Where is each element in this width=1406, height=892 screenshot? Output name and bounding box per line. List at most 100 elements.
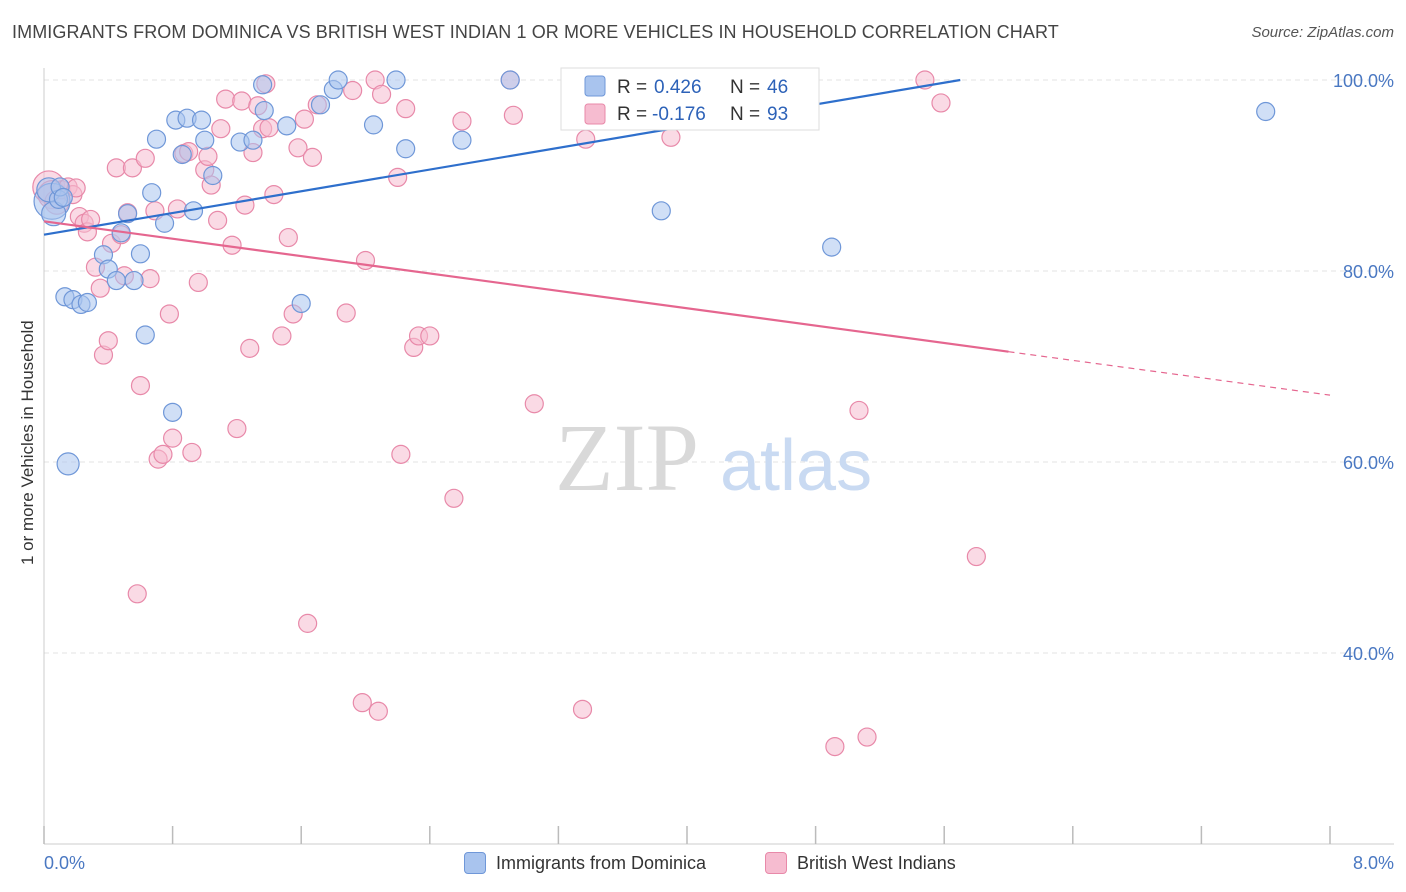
- point-british-west-indians: [294, 109, 315, 129]
- point-british-west-indians: [278, 227, 298, 248]
- point-british-west-indians: [298, 613, 318, 633]
- point-british-west-indians: [388, 167, 408, 188]
- point-british-west-indians: [288, 138, 308, 158]
- point-dominica: [154, 213, 175, 233]
- trend-line-solid-1: [43, 220, 1009, 353]
- point-dominica: [77, 292, 98, 313]
- point-british-west-indians: [931, 93, 951, 113]
- point-british-west-indians: [98, 331, 118, 351]
- point-british-west-indians: [135, 148, 155, 168]
- axes: [43, 68, 1394, 845]
- point-dominica: [135, 325, 155, 345]
- point-dominica: [53, 187, 73, 208]
- point-dominica: [203, 165, 223, 186]
- point-british-west-indians: [524, 394, 544, 414]
- point-british-west-indians: [208, 210, 228, 230]
- point-british-west-indians: [90, 278, 110, 298]
- point-british-west-indians: [371, 84, 392, 104]
- point-british-west-indians: [572, 699, 593, 719]
- point-dominica: [172, 144, 192, 165]
- point-british-west-indians: [198, 146, 218, 166]
- watermark-zip: ZIP: [555, 404, 699, 511]
- legend-swatch-british-west-indians: [765, 852, 787, 874]
- point-british-west-indians: [227, 418, 247, 439]
- legend-n-label-pink: N =: [730, 104, 760, 125]
- series-dominica-points: [33, 70, 1276, 476]
- legend-r-label-pink: R =: [617, 104, 647, 125]
- legend-n-value-pink: 93: [767, 104, 788, 125]
- point-british-west-indians: [240, 338, 260, 358]
- legend-r-label-blue: R =: [617, 77, 647, 98]
- point-dominica: [191, 110, 212, 130]
- point-british-west-indians: [420, 326, 440, 346]
- legend-n-value-blue: 46: [767, 77, 788, 98]
- point-british-west-indians: [849, 400, 869, 421]
- point-british-west-indians: [391, 444, 411, 464]
- point-dominica: [386, 70, 406, 90]
- point-british-west-indians: [576, 129, 596, 149]
- watermark-atlas: atlas: [720, 426, 872, 506]
- point-dominica: [500, 70, 520, 90]
- point-dominica: [396, 139, 416, 159]
- point-dominica: [254, 100, 274, 121]
- point-dominica: [291, 293, 311, 314]
- point-dominica: [163, 402, 183, 422]
- point-dominica: [146, 129, 167, 149]
- point-british-west-indians: [182, 442, 202, 463]
- point-dominica: [130, 244, 151, 264]
- point-dominica: [243, 130, 263, 150]
- point-british-west-indians: [343, 80, 363, 101]
- y-tick-label: 80.0%: [1343, 262, 1394, 282]
- point-british-west-indians: [216, 89, 236, 109]
- legend-swatch-pink: [584, 103, 606, 125]
- zipatlas-watermark: ZIP atlas: [555, 404, 872, 511]
- y-tick-labels: 40.0% 60.0% 80.0% 100.0%: [1333, 71, 1394, 664]
- legend-n-label-blue: N =: [730, 77, 760, 98]
- point-british-west-indians: [188, 272, 208, 293]
- point-british-west-indians: [211, 119, 231, 139]
- point-british-west-indians: [966, 546, 986, 567]
- legend-label-british-west-indians: British West Indians: [797, 852, 956, 873]
- gridlines: [44, 79, 1394, 654]
- legend-r-value-blue: 0.426: [654, 77, 702, 98]
- point-dominica: [277, 116, 297, 136]
- source-label: Source: ZipAtlas.com: [1251, 24, 1394, 41]
- legend-item-dominica: Immigrants from Dominica: [464, 852, 706, 874]
- point-british-west-indians: [825, 736, 845, 757]
- x-tick-label-max: 8.0%: [1353, 853, 1394, 873]
- point-dominica: [452, 130, 472, 150]
- point-british-west-indians: [857, 727, 877, 747]
- point-british-west-indians: [140, 269, 160, 289]
- point-dominica: [310, 95, 331, 115]
- point-british-west-indians: [130, 376, 151, 396]
- point-british-west-indians: [153, 444, 173, 464]
- legend-swatch-dominica: [464, 852, 486, 874]
- point-british-west-indians: [452, 111, 472, 131]
- correlation-legend: R = 0.426 N = 46 R = -0.176 N = 93: [560, 67, 820, 131]
- point-british-west-indians: [163, 428, 183, 448]
- point-british-west-indians: [272, 326, 292, 346]
- point-dominica: [106, 270, 126, 291]
- y-tick-label: 100.0%: [1333, 71, 1394, 91]
- point-dominica: [1256, 101, 1276, 122]
- y-tick-label: 40.0%: [1343, 644, 1394, 664]
- point-british-west-indians: [127, 584, 147, 604]
- point-dominica: [195, 130, 215, 150]
- y-tick-label: 60.0%: [1343, 453, 1394, 473]
- point-british-west-indians: [444, 488, 464, 508]
- point-british-west-indians: [336, 303, 356, 323]
- legend-item-british-west-indians: British West Indians: [765, 852, 956, 874]
- x-tick-label-min: 0.0%: [44, 853, 85, 873]
- point-dominica: [124, 270, 144, 291]
- chart-title: IMMIGRANTS FROM DOMINICA VS BRITISH WEST…: [12, 22, 1059, 42]
- point-british-west-indians: [355, 250, 376, 271]
- point-british-west-indians: [396, 99, 416, 119]
- point-british-west-indians: [232, 91, 252, 111]
- point-dominica: [56, 452, 80, 476]
- legend-r-value-pink: -0.176: [652, 104, 706, 125]
- point-british-west-indians: [302, 147, 323, 167]
- trend-line-dashed-1: [1008, 351, 1331, 396]
- point-british-west-indians: [259, 118, 279, 138]
- point-british-west-indians: [106, 158, 126, 178]
